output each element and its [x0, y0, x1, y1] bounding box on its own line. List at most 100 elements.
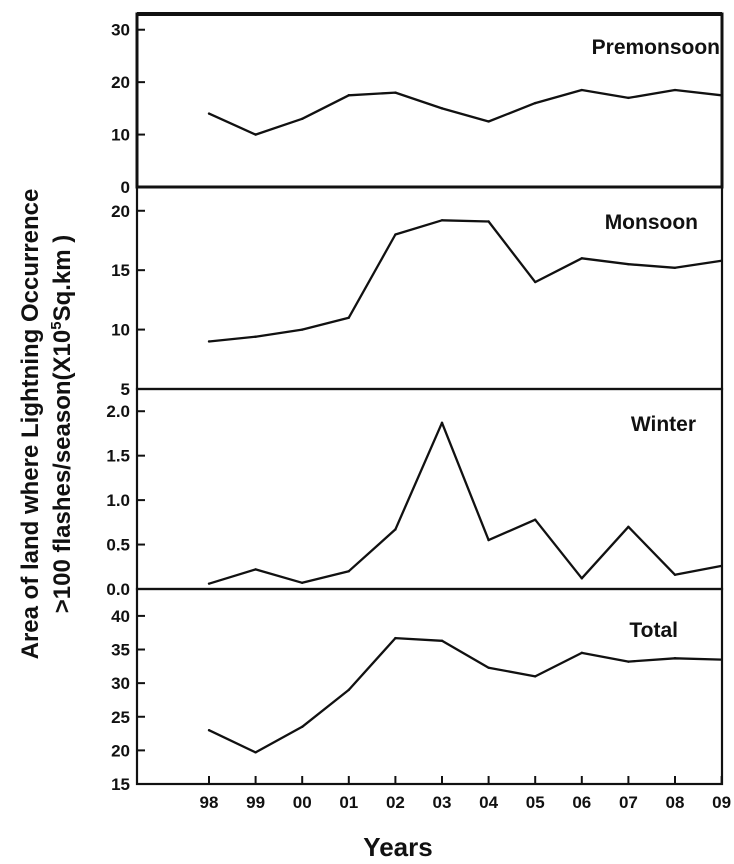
y-tick-label: 15 — [111, 261, 130, 280]
data-point — [534, 518, 537, 521]
data-point — [254, 568, 257, 571]
data-point — [580, 651, 583, 655]
data-point — [301, 581, 304, 584]
series-line-monsoon — [208, 219, 722, 343]
panel-title-total: Total — [629, 619, 678, 642]
series-line-premonsoon — [208, 88, 722, 136]
y-tick-label: 30 — [111, 21, 130, 40]
series-line-total — [208, 636, 722, 754]
y-tick-label: 20 — [111, 73, 130, 92]
panel-title-premonsoon: Premonsoon — [592, 36, 720, 59]
data-point — [207, 729, 211, 732]
panel-title-monsoon: Monsoon — [605, 211, 698, 234]
x-tick-label: 07 — [619, 793, 638, 812]
data-point — [301, 328, 304, 331]
y-tick-label: 5 — [121, 380, 130, 399]
panel-title-winter: Winter — [631, 413, 696, 436]
data-point — [254, 335, 257, 338]
panel-total: 15 20 25 30 35 40 Total — [111, 587, 724, 794]
data-point — [487, 538, 490, 542]
y-tick-label: 35 — [111, 641, 130, 660]
y-tick-label: 20 — [111, 202, 130, 221]
data-point — [580, 88, 583, 92]
data-point — [347, 570, 350, 573]
data-point — [394, 233, 397, 236]
data-point — [254, 751, 257, 754]
x-axis: 98 99 00 01 02 03 04 05 06 07 08 09 — [200, 776, 731, 812]
data-point — [207, 112, 211, 115]
panel-premonsoon: 0 10 20 30 Premonsoon — [111, 12, 724, 197]
data-point — [627, 660, 630, 663]
x-axis-title: Years — [363, 832, 432, 862]
data-point — [440, 107, 444, 110]
data-point — [580, 257, 583, 260]
data-point — [673, 88, 677, 92]
data-point — [301, 117, 304, 121]
panels: 0 10 20 30 Premonsoon 5 10 15 20 Monsoon 0.0 0.5 1.0… — [106, 12, 724, 794]
data-point — [347, 316, 350, 319]
data-point — [534, 101, 537, 105]
data-point — [487, 666, 490, 669]
x-tick-label: 08 — [666, 793, 685, 812]
x-tick-label: 09 — [712, 793, 731, 812]
data-point — [534, 280, 537, 284]
y-tick-label: 2.0 — [106, 402, 130, 421]
data-point — [487, 220, 490, 223]
data-point — [720, 658, 723, 661]
x-tick-label: 02 — [386, 793, 405, 812]
y-tick-label: 1.0 — [106, 491, 130, 510]
data-point — [627, 263, 630, 266]
data-point — [720, 564, 723, 568]
y-tick-label: 40 — [111, 607, 130, 626]
data-point — [394, 636, 397, 640]
y-tick-label: 10 — [111, 321, 130, 340]
data-point — [301, 725, 304, 729]
y-tick-label: 15 — [111, 775, 130, 794]
y-tick-label: 30 — [111, 674, 130, 693]
x-tick-label: 05 — [526, 793, 545, 812]
y-axis-title-post: Sq.km ) — [49, 235, 76, 322]
y-tick-label: 0.0 — [106, 580, 130, 599]
x-tick-label: 04 — [479, 793, 498, 812]
x-tick-label: 06 — [572, 793, 591, 812]
y-tick-label: 0 — [121, 178, 130, 197]
x-tick-label: 03 — [433, 793, 452, 812]
x-tick-label: 98 — [200, 793, 219, 812]
x-tick-label: 99 — [246, 793, 265, 812]
data-point — [440, 639, 444, 642]
x-tick-label: 00 — [293, 793, 312, 812]
y-axis-title-line-1: Area of land where Lightning Occurrence — [17, 189, 44, 660]
x-tick-label: 01 — [339, 793, 358, 812]
y-axis-title-line-2: >100 flashes/season(X105Sq.km ) — [48, 235, 76, 614]
data-point — [394, 91, 397, 94]
data-point — [580, 577, 583, 580]
data-point — [720, 259, 723, 262]
y-axis-title-superscript: 5 — [48, 321, 65, 329]
panel-monsoon: 5 10 15 20 Monsoon — [111, 185, 724, 399]
data-point — [440, 421, 444, 424]
data-point — [347, 94, 350, 97]
data-point — [673, 573, 677, 576]
y-tick-label: 20 — [111, 741, 130, 760]
y-tick-label: 0.5 — [106, 536, 130, 555]
panel-winter: 0.0 0.5 1.0 1.5 2.0 Winter — [106, 387, 724, 599]
y-tick-label: 1.5 — [106, 447, 130, 466]
data-point — [347, 688, 350, 692]
data-point — [254, 133, 257, 136]
y-tick-label: 10 — [111, 126, 130, 145]
data-point — [487, 120, 490, 123]
data-point — [394, 528, 397, 531]
y-axis-title-pre: >100 flashes/season(X10 — [49, 330, 76, 614]
data-point — [207, 340, 211, 343]
data-point — [440, 219, 444, 222]
y-tick-label: 25 — [111, 708, 130, 727]
data-point — [720, 94, 723, 97]
data-point — [673, 657, 677, 660]
series-line-winter — [208, 421, 722, 585]
panel-frame — [135, 587, 724, 786]
data-point — [207, 582, 211, 585]
data-point — [627, 525, 630, 528]
data-point — [627, 96, 630, 100]
data-point — [534, 675, 537, 678]
